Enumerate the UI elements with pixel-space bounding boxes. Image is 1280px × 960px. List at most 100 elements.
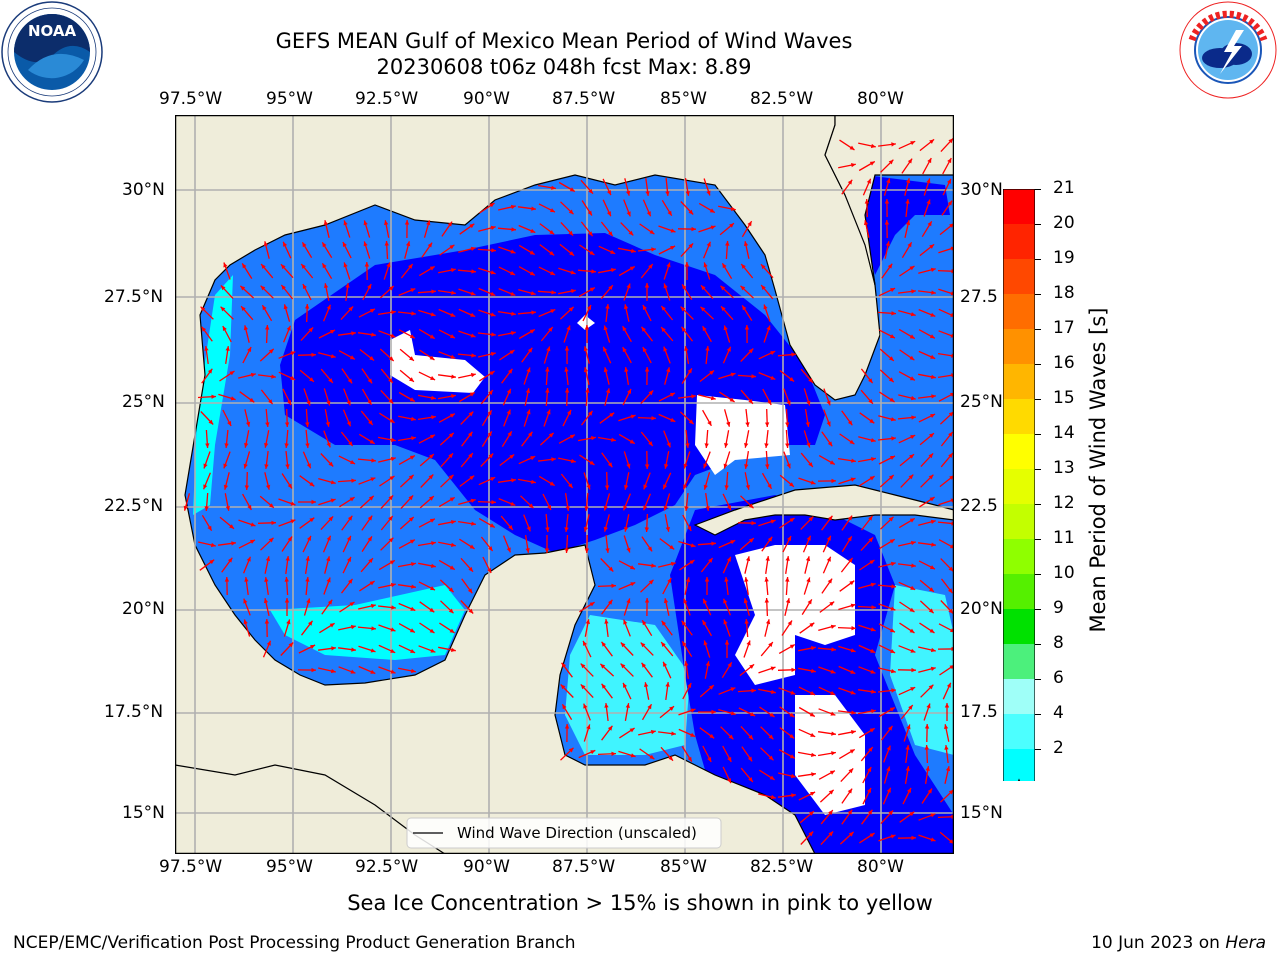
wave-direction-arrow xyxy=(284,576,289,596)
wave-direction-arrow xyxy=(220,306,234,320)
wave-direction-arrow xyxy=(678,728,696,738)
wave-direction-arrow xyxy=(438,541,456,547)
wave-direction-arrow xyxy=(285,408,290,428)
wave-direction-arrow xyxy=(343,220,351,238)
wave-direction-arrow xyxy=(564,514,569,532)
wave-direction-arrow xyxy=(538,308,556,318)
wave-direction-arrow xyxy=(718,687,736,695)
wave-direction-arrow xyxy=(680,326,694,342)
wave-direction-arrow xyxy=(420,474,434,488)
wave-direction-arrow xyxy=(818,666,836,674)
wave-direction-arrow xyxy=(397,436,417,442)
wave-direction-arrow xyxy=(379,348,395,362)
wave-direction-arrow xyxy=(300,620,314,636)
wave-direction-arrow xyxy=(220,284,234,300)
wave-direction-arrow xyxy=(417,415,437,421)
wave-direction-arrow xyxy=(457,353,477,358)
wave-direction-arrow xyxy=(361,388,373,406)
wave-direction-arrow xyxy=(898,540,916,547)
wave-direction-arrow xyxy=(259,348,275,362)
wave-direction-arrow xyxy=(299,475,315,487)
wave-direction-arrow xyxy=(359,495,375,509)
wave-direction-arrow xyxy=(305,408,310,428)
wave-direction-arrow xyxy=(641,619,653,637)
colorbar-tick-label: 20 xyxy=(1053,213,1075,233)
wave-direction-arrow xyxy=(900,474,914,488)
wave-direction-arrow xyxy=(319,622,335,634)
wave-direction-arrow xyxy=(338,331,356,336)
colorbar-segment xyxy=(1003,574,1035,610)
wave-direction-arrow xyxy=(479,370,495,382)
missing-data-region xyxy=(735,545,855,685)
wave-direction-arrow xyxy=(841,788,853,804)
wave-direction-arrow xyxy=(839,831,855,845)
wave-direction-arrow xyxy=(741,305,753,321)
wave-direction-arrow xyxy=(641,703,653,721)
wave-direction-arrow xyxy=(597,436,617,442)
wave-direction-arrow xyxy=(418,562,436,568)
wave-direction-arrow xyxy=(358,332,376,337)
wave-direction-arrow xyxy=(803,388,811,406)
wave-direction-arrow xyxy=(897,667,917,673)
wave-direction-arrow xyxy=(820,830,834,846)
wave-direction-arrow xyxy=(398,415,416,421)
wave-direction-arrow xyxy=(323,430,331,448)
wave-direction-arrow xyxy=(658,731,676,736)
wave-direction-arrow xyxy=(764,576,769,596)
wave-direction-arrow xyxy=(663,430,671,448)
wave-direction-arrow xyxy=(620,642,634,656)
lat-tick-left: 15°N xyxy=(122,803,165,823)
wave-direction-arrow xyxy=(280,284,294,300)
wave-direction-arrow xyxy=(804,556,811,574)
wave-direction-arrow xyxy=(878,667,896,674)
wave-direction-arrow xyxy=(944,724,950,742)
wave-direction-arrow xyxy=(498,246,516,254)
wave-direction-arrow xyxy=(458,391,476,403)
wave-direction-arrow xyxy=(460,557,474,573)
wave-direction-arrow xyxy=(798,791,816,801)
wave-direction-arrow xyxy=(543,409,551,427)
wave-direction-arrow xyxy=(800,831,814,845)
wave-direction-arrow xyxy=(785,556,790,574)
wave-direction-arrow xyxy=(718,539,736,549)
wave-direction-arrow xyxy=(924,744,929,764)
wave-direction-arrow xyxy=(838,687,856,695)
colorbar-segment xyxy=(1003,329,1035,365)
wave-direction-arrow xyxy=(399,516,415,530)
wave-direction-arrow xyxy=(480,389,494,405)
wave-direction-arrow xyxy=(498,266,516,276)
wave-direction-arrow xyxy=(919,138,935,152)
wave-direction-arrow xyxy=(660,326,674,342)
wave-direction-arrow xyxy=(577,436,597,442)
wave-direction-arrow xyxy=(438,268,456,274)
wave-direction-arrow xyxy=(380,537,394,551)
wave-direction-arrow xyxy=(644,366,650,386)
wave-direction-arrow xyxy=(723,325,731,343)
wave-direction-arrow xyxy=(740,495,754,509)
wave-direction-arrow xyxy=(803,577,811,595)
wave-direction-arrow xyxy=(702,409,712,427)
wave-direction-arrow xyxy=(580,663,594,677)
wave-direction-arrow xyxy=(539,432,555,446)
wave-direction-arrow xyxy=(738,707,756,717)
wave-direction-arrow xyxy=(858,689,876,694)
map-legend: Wind Wave Direction (unscaled) xyxy=(406,817,722,849)
wave-direction-arrow xyxy=(523,367,531,385)
colorbar-label: Mean Period of Wind Waves [s] xyxy=(1086,307,1110,633)
wave-direction-arrow xyxy=(684,345,690,365)
wave-direction-arrow xyxy=(877,584,897,589)
wave-direction-arrow xyxy=(663,283,671,301)
wave-direction-arrow xyxy=(878,688,896,693)
wave-direction-arrow xyxy=(640,431,654,447)
wave-direction-arrow xyxy=(600,284,614,300)
wave-direction-arrow xyxy=(260,285,274,299)
map-frame xyxy=(175,115,954,854)
wave-direction-arrow xyxy=(243,451,251,469)
wave-direction-arrow xyxy=(857,709,877,715)
wave-direction-arrow xyxy=(502,388,512,406)
wave-direction-arrow xyxy=(858,160,876,172)
wave-direction-arrow xyxy=(783,388,791,406)
wave-direction-arrow xyxy=(640,642,654,656)
wave-direction-arrow xyxy=(860,368,874,384)
wave-direction-arrow xyxy=(940,558,954,572)
